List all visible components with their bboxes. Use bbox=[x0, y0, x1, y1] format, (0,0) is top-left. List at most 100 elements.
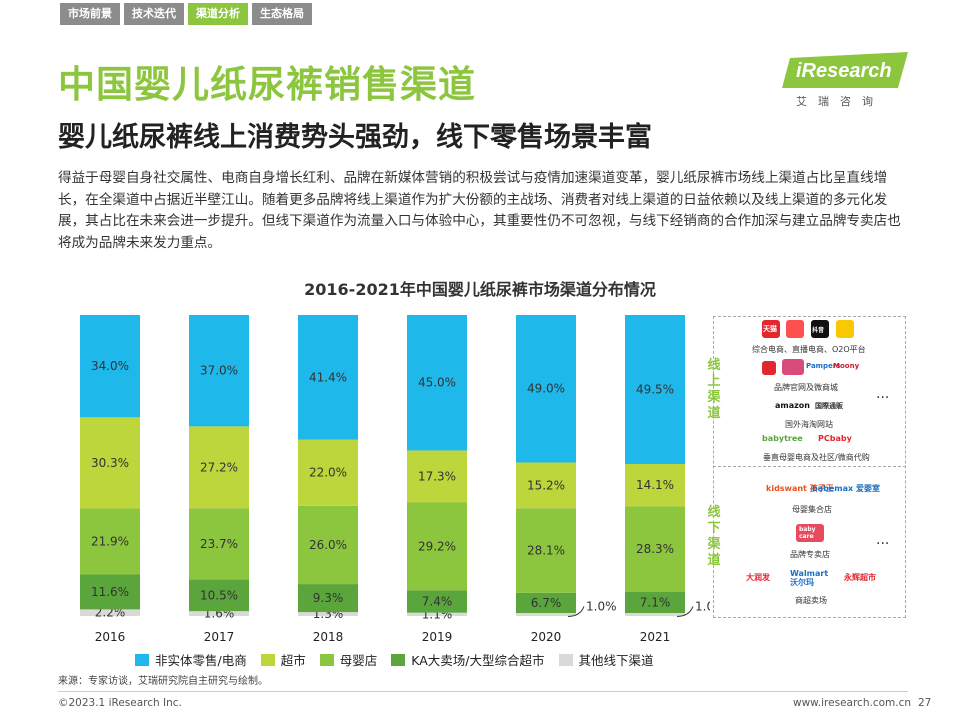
stacked-bar-chart: 2.2%11.6%21.9%30.3%34.0%20161.6%10.5%23.… bbox=[80, 315, 710, 644]
logo-text: iResearch bbox=[796, 60, 892, 82]
brand-walmart: Walmart 沃尔玛 bbox=[790, 569, 829, 587]
bar-segment bbox=[516, 592, 576, 613]
meituan-logo bbox=[836, 320, 854, 338]
footer-divider bbox=[58, 691, 908, 692]
bar-segment bbox=[80, 574, 140, 610]
bar-value-label: 45.0% bbox=[418, 376, 456, 390]
x-tick-label: 2020 bbox=[531, 630, 562, 644]
brand-babemax: babemax 爱婴室 bbox=[812, 484, 880, 493]
bar-value-label: 37.0% bbox=[200, 364, 238, 378]
babycare-logo bbox=[782, 359, 804, 375]
bar-segment bbox=[189, 611, 249, 616]
x-tick-label: 2021 bbox=[640, 630, 671, 644]
offline-caption-2: 品牌专卖店 bbox=[790, 550, 830, 559]
online-channel-label: 线上渠道 bbox=[707, 358, 721, 421]
bar-segment bbox=[80, 315, 140, 418]
bar-segment bbox=[407, 502, 467, 591]
x-tick-label: 2018 bbox=[313, 630, 344, 644]
bar-value-label: 41.4% bbox=[309, 370, 347, 384]
bar-value-label: 14.1% bbox=[636, 478, 674, 492]
iresearch-logo: iResearch 艾瑞咨询 bbox=[780, 50, 920, 110]
brand-kidswant: kidswant 孩子王 bbox=[766, 484, 834, 493]
intro-paragraph: 得益于母婴自身社交属性、电商自身增长红利、品牌在新媒体营销的积极尝试与疫情加速渠… bbox=[58, 170, 901, 251]
bar-value-label: 23.7% bbox=[200, 537, 238, 551]
babycare-store-logo bbox=[796, 524, 824, 542]
bar-value-label: 49.5% bbox=[636, 382, 674, 396]
bar-segment bbox=[625, 506, 685, 592]
douyin-logo bbox=[811, 320, 829, 338]
bar-segment bbox=[189, 508, 249, 580]
legend-swatch bbox=[260, 653, 275, 666]
bar-segment bbox=[189, 426, 249, 509]
x-tick-label: 2019 bbox=[422, 630, 453, 644]
legend-swatch bbox=[391, 653, 406, 666]
legend-item-supermarket: 超市 bbox=[260, 650, 306, 669]
bar-value-label: 1.0% bbox=[695, 599, 710, 613]
bar-segment bbox=[516, 315, 576, 463]
copyright: ©2023.1 iResearch Inc. bbox=[58, 697, 182, 709]
online-caption-1: 综合电商、直播电商、O2O平台 bbox=[752, 345, 866, 354]
legend-label: 非实体零售/电商 bbox=[155, 653, 247, 668]
bar-segment bbox=[298, 505, 358, 585]
bar-segment bbox=[407, 315, 467, 451]
bar-segment bbox=[189, 315, 249, 427]
offline-caption-3: 商超卖场 bbox=[795, 596, 827, 605]
brand-pcbaby: PCbaby bbox=[818, 434, 852, 443]
tab-channel-analysis[interactable]: 渠道分析 bbox=[188, 3, 248, 25]
bar-segment bbox=[407, 590, 467, 613]
page-subtitle: 婴儿纸尿裤线上消费势头强劲，线下零售场景丰富 bbox=[58, 122, 652, 153]
bar-segment bbox=[189, 579, 249, 612]
bar-segment bbox=[298, 439, 358, 506]
brand-yonghui: 永辉超市 bbox=[844, 573, 876, 582]
bar-value-label: 28.1% bbox=[527, 544, 565, 558]
website-link[interactable]: www.iresearch.com.cn bbox=[793, 697, 912, 709]
channel-panel bbox=[713, 316, 906, 618]
bar-segment bbox=[298, 315, 358, 440]
legend-swatch bbox=[558, 653, 573, 666]
brand-tmall: 天猫 bbox=[763, 325, 777, 333]
legend-item-maternal-store: 母婴店 bbox=[319, 650, 378, 669]
legend-item-ka-hypermarket: KA大卖场/大型综合超市 bbox=[391, 650, 545, 669]
tab-market-outlook[interactable]: 市场前景 bbox=[60, 3, 120, 25]
bar-segment bbox=[80, 417, 140, 509]
tab-tech-iteration[interactable]: 技术迭代 bbox=[124, 3, 184, 25]
legend-swatch bbox=[135, 653, 149, 666]
app-logo bbox=[786, 320, 804, 338]
bar-value-label: 7.1% bbox=[640, 595, 671, 609]
bar-value-label: 29.2% bbox=[418, 539, 456, 553]
online-caption-2: 品牌官网及微商城 bbox=[774, 383, 838, 392]
brand-babycare: baby care bbox=[799, 526, 816, 540]
legend-label: 超市 bbox=[280, 653, 306, 668]
tab-ecosystem[interactable]: 生态格局 bbox=[252, 3, 312, 25]
brand-babytree: babytree bbox=[762, 434, 803, 443]
bar-value-label: 26.0% bbox=[309, 538, 347, 552]
bar-value-label: 21.9% bbox=[91, 535, 129, 549]
legend-swatch bbox=[319, 653, 334, 666]
bar-value-label: 15.2% bbox=[527, 478, 565, 492]
bar-value-label: 1.0% bbox=[586, 599, 617, 613]
chart-legend: 非实体零售/电商 超市 母婴店 KA大卖场/大型综合超市 其他线下渠道 bbox=[135, 650, 654, 669]
legend-label: 其他线下渠道 bbox=[578, 653, 654, 668]
bar-segment bbox=[625, 591, 685, 613]
bar-segment bbox=[516, 612, 576, 616]
logo-background bbox=[782, 52, 908, 88]
brand-douyin: 抖音 bbox=[812, 327, 825, 334]
offline-channel-label: 线下渠道 bbox=[707, 505, 721, 568]
brand-moony: Moony bbox=[833, 362, 860, 370]
legend-label: KA大卖场/大型综合超市 bbox=[411, 653, 545, 668]
x-tick-label: 2016 bbox=[95, 630, 126, 644]
section-tabs: 市场前景 技术迭代 渠道分析 生态格局 bbox=[60, 3, 312, 25]
callout-line bbox=[676, 606, 694, 617]
page-number: 27 bbox=[918, 697, 932, 709]
brand-rt-mart: 大润发 bbox=[746, 573, 770, 582]
bar-segment bbox=[516, 462, 576, 509]
bar-segment bbox=[80, 609, 140, 616]
page-title: 中国婴儿纸尿裤销售渠道 bbox=[58, 63, 476, 106]
bar-value-label: 9.3% bbox=[313, 591, 344, 605]
bar-value-label: 28.3% bbox=[636, 542, 674, 556]
bar-segment bbox=[625, 315, 685, 464]
brand-pampers: Pampers bbox=[806, 362, 841, 370]
bar-value-label: 17.3% bbox=[418, 469, 456, 483]
legend-label: 母婴店 bbox=[339, 653, 378, 668]
bar-value-label: 22.0% bbox=[309, 466, 347, 480]
